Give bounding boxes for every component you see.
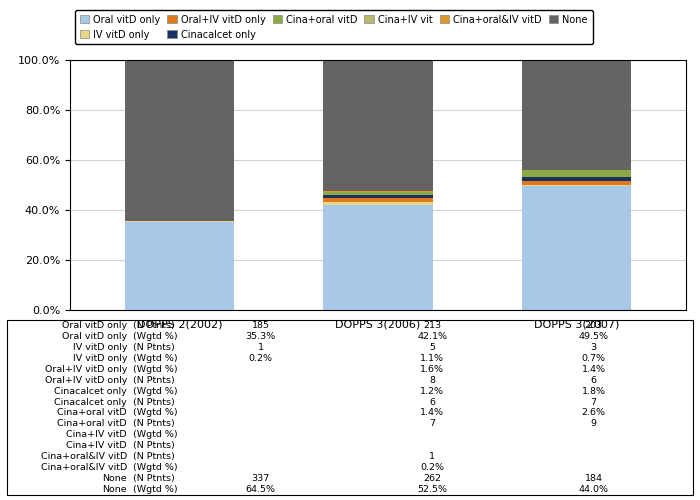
Text: 5: 5: [429, 343, 435, 352]
Text: 9: 9: [591, 420, 596, 428]
Text: 7: 7: [591, 398, 596, 406]
Bar: [522, 60, 631, 170]
Text: 203: 203: [584, 321, 603, 330]
Text: Cina+oral&IV vitD: Cina+oral&IV vitD: [41, 463, 127, 472]
Text: IV vitD only: IV vitD only: [73, 343, 127, 352]
Legend: Oral vitD only, IV vitD only, Oral+IV vitD only, Cinacalcet only, Cina+oral vitD: Oral vitD only, IV vitD only, Oral+IV vi…: [75, 10, 593, 44]
Text: 184: 184: [584, 474, 603, 483]
Text: 337: 337: [252, 474, 270, 483]
Text: 35.3%: 35.3%: [246, 332, 276, 341]
Text: (N Ptnts): (N Ptnts): [132, 442, 174, 450]
Text: 6: 6: [429, 398, 435, 406]
Bar: [323, 202, 433, 205]
Text: None: None: [102, 474, 127, 483]
Text: 262: 262: [424, 474, 441, 483]
Text: (Wgtd %): (Wgtd %): [132, 485, 177, 494]
Text: (Wgtd %): (Wgtd %): [132, 364, 177, 374]
Text: 1: 1: [258, 343, 264, 352]
Text: 0.2%: 0.2%: [420, 463, 444, 472]
Text: Oral+IV vitD only: Oral+IV vitD only: [45, 364, 127, 374]
Text: 6: 6: [591, 376, 596, 384]
Bar: [323, 195, 433, 198]
Text: 44.0%: 44.0%: [578, 485, 608, 494]
Text: 1.4%: 1.4%: [582, 364, 606, 374]
Text: Cina+IV vitD: Cina+IV vitD: [66, 442, 127, 450]
Text: (N Ptnts): (N Ptnts): [132, 452, 174, 461]
Text: 185: 185: [252, 321, 270, 330]
Bar: [522, 184, 631, 186]
Bar: [522, 186, 631, 310]
Text: Oral vitD only: Oral vitD only: [62, 332, 127, 341]
Text: 0.2%: 0.2%: [248, 354, 273, 363]
Text: Cina+oral vitD: Cina+oral vitD: [57, 420, 127, 428]
Bar: [522, 176, 631, 181]
Text: 3: 3: [591, 343, 596, 352]
Text: 1.6%: 1.6%: [420, 364, 444, 374]
Text: 1.8%: 1.8%: [582, 386, 606, 396]
Bar: [522, 170, 631, 176]
Text: Cinacalcet only: Cinacalcet only: [55, 386, 127, 396]
Text: (Wgtd %): (Wgtd %): [132, 430, 177, 440]
Text: (Wgtd %): (Wgtd %): [132, 386, 177, 396]
Text: Oral+IV vitD only: Oral+IV vitD only: [45, 376, 127, 384]
Text: 8: 8: [429, 376, 435, 384]
Text: (N Ptnts): (N Ptnts): [132, 420, 174, 428]
Text: (Wgtd %): (Wgtd %): [132, 463, 177, 472]
Text: (N Ptnts): (N Ptnts): [132, 376, 174, 384]
Text: (N Ptnts): (N Ptnts): [132, 474, 174, 483]
Text: 1: 1: [429, 452, 435, 461]
Text: 7: 7: [429, 420, 435, 428]
Text: 0.7%: 0.7%: [582, 354, 606, 363]
Text: (N Ptnts): (N Ptnts): [132, 343, 174, 352]
Text: (Wgtd %): (Wgtd %): [132, 332, 177, 341]
Bar: [323, 205, 433, 310]
Text: None: None: [102, 485, 127, 494]
Bar: [125, 221, 234, 222]
Bar: [125, 222, 234, 310]
Text: 1.2%: 1.2%: [420, 386, 444, 396]
Text: Cinacalcet only: Cinacalcet only: [55, 398, 127, 406]
Text: Oral vitD only: Oral vitD only: [62, 321, 127, 330]
Text: (Wgtd %): (Wgtd %): [132, 408, 177, 418]
Text: (N Ptnts): (N Ptnts): [132, 321, 174, 330]
Text: (Wgtd %): (Wgtd %): [132, 354, 177, 363]
Text: 42.1%: 42.1%: [417, 332, 447, 341]
Text: 1.4%: 1.4%: [420, 408, 444, 418]
Bar: [125, 60, 234, 221]
Text: 1.1%: 1.1%: [420, 354, 444, 363]
Text: Cina+IV vitD: Cina+IV vitD: [66, 430, 127, 440]
Bar: [323, 192, 433, 195]
Bar: [522, 181, 631, 184]
Text: 49.5%: 49.5%: [578, 332, 608, 341]
Text: (N Ptnts): (N Ptnts): [132, 398, 174, 406]
Text: IV vitD only: IV vitD only: [73, 354, 127, 363]
Text: 52.5%: 52.5%: [417, 485, 447, 494]
Bar: [323, 60, 433, 191]
Bar: [323, 191, 433, 192]
Text: 2.6%: 2.6%: [582, 408, 606, 418]
Text: Cina+oral vitD: Cina+oral vitD: [57, 408, 127, 418]
Text: 64.5%: 64.5%: [246, 485, 276, 494]
Text: 213: 213: [424, 321, 442, 330]
Text: Cina+oral&IV vitD: Cina+oral&IV vitD: [41, 452, 127, 461]
Bar: [323, 198, 433, 202]
